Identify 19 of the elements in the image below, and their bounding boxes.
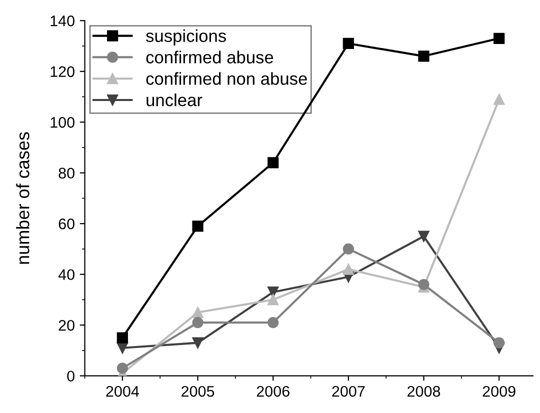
legend-label: suspicions (146, 29, 226, 46)
y-axis-title: number of cases (16, 132, 30, 264)
y-tick-label: 140 (50, 16, 74, 26)
legend-label: confirmed non abuse (146, 72, 307, 85)
x-tick-label: 2005 (182, 386, 214, 397)
y-tick-label: 0 (67, 370, 74, 382)
x-tick-label: 2007 (332, 386, 365, 397)
y-tick-label: 60 (58, 218, 74, 230)
x-tick-label: 2009 (482, 386, 516, 397)
x-tick-label: 2008 (408, 386, 440, 397)
y-tick-label: 40 (58, 269, 74, 280)
x-tick-label: 2006 (256, 386, 290, 397)
legend-label: confirmed abuse (146, 50, 274, 64)
y-tick-label: 100 (50, 117, 74, 128)
x-tick-label: 2004 (106, 386, 139, 397)
y-tick-label: 80 (58, 168, 74, 179)
y-tick-label: 120 (50, 66, 74, 78)
y-tick-label: 20 (58, 320, 74, 331)
legend-label: unclear (146, 94, 202, 106)
